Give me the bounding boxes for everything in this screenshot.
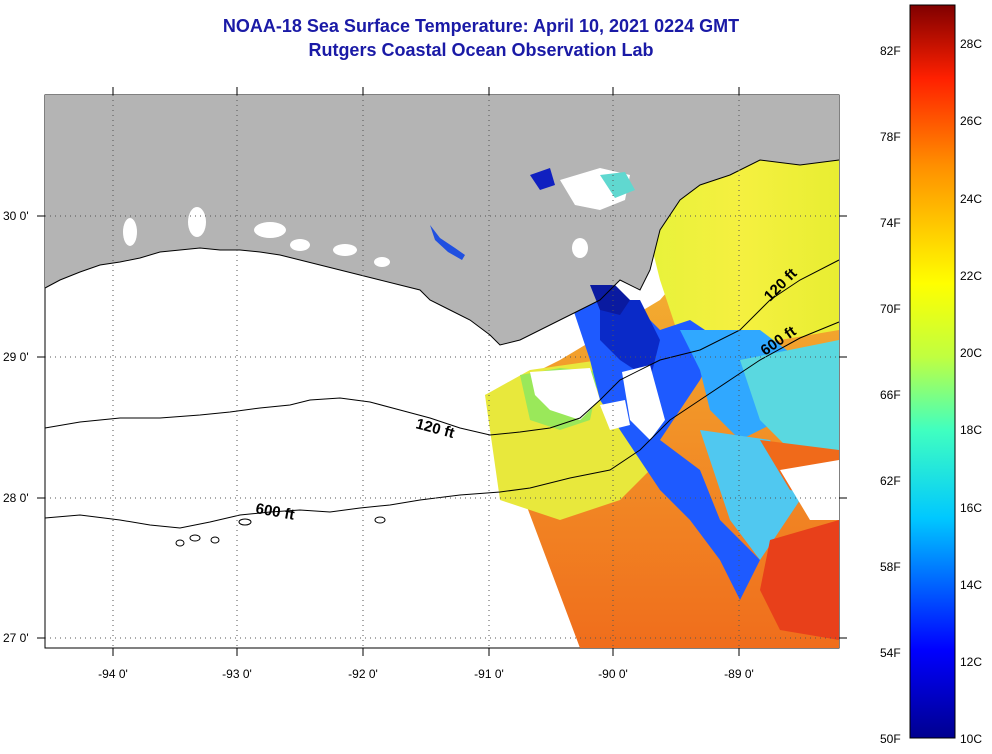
cbar-c-18: 18C <box>960 423 982 437</box>
lat-label-30: 30 0' <box>3 209 29 223</box>
cbar-f-50: 50F <box>880 732 901 746</box>
cbar-f-74: 74F <box>880 216 901 230</box>
graticule <box>45 95 839 648</box>
sst-hot-patch <box>760 520 839 640</box>
frame-ticks <box>37 87 847 656</box>
map-title: NOAA-18 Sea Surface Temperature: April 1… <box>222 16 740 36</box>
cbar-c-10: 10C <box>960 732 982 746</box>
contour-label-600-west: 600 ft <box>254 500 296 524</box>
color-bar <box>909 4 956 739</box>
lon-label-90: -90 0' <box>598 667 628 681</box>
lat-label-29: 29 0' <box>3 350 29 364</box>
cbar-c-28: 28C <box>960 37 982 51</box>
isobath-120ft <box>44 259 840 436</box>
cbar-f-70: 70F <box>880 302 901 316</box>
lake-cold-patch <box>530 168 555 190</box>
lake-7 <box>572 238 588 258</box>
cbar-c-26: 26C <box>960 114 982 128</box>
lat-label-28: 28 0' <box>3 491 29 505</box>
lon-label-91: -91 0' <box>474 667 504 681</box>
land-mass <box>45 95 839 345</box>
lake-sst-patch <box>600 172 635 198</box>
cbar-f-78: 78F <box>880 130 901 144</box>
lake-1 <box>123 218 137 246</box>
cbar-f-58: 58F <box>880 560 901 574</box>
lon-label-93: -93 0' <box>222 667 252 681</box>
islet-5 <box>374 516 386 524</box>
lon-label-94: -94 0' <box>98 667 128 681</box>
sst-aqua-patch <box>740 340 839 460</box>
cbar-c-20: 20C <box>960 346 982 360</box>
cbar-f-82: 82F <box>880 44 901 58</box>
islet-4 <box>238 518 252 526</box>
lat-label-27: 27 0' <box>3 631 29 645</box>
cbar-f-54: 54F <box>880 646 901 660</box>
lake-5 <box>333 244 357 256</box>
cbar-c-14: 14C <box>960 578 982 592</box>
map-subtitle: Rutgers Coastal Ocean Observation Lab <box>308 40 654 60</box>
cbar-c-16: 16C <box>960 501 982 515</box>
lon-label-89: -89 0' <box>724 667 754 681</box>
lake-2 <box>188 207 206 237</box>
cloud-mask-2 <box>622 365 665 440</box>
lake-3 <box>254 222 286 238</box>
cloud-mask-1 <box>530 368 600 420</box>
cbar-c-24: 24C <box>960 192 982 206</box>
coastline <box>44 159 840 346</box>
delta-cold-patch <box>590 285 630 315</box>
lon-label-92: -92 0' <box>348 667 378 681</box>
cloud-mask-4 <box>600 400 630 430</box>
islet-2 <box>189 534 201 542</box>
islet-3 <box>210 536 220 544</box>
lake-6 <box>374 257 390 267</box>
bay-cold-patch <box>430 225 465 260</box>
islet-1 <box>175 539 185 547</box>
sst-cold-plume <box>570 290 760 600</box>
cbar-f-66: 66F <box>880 388 901 402</box>
cbar-f-62: 62F <box>880 474 901 488</box>
lake-4 <box>290 239 310 251</box>
cloud-mask-3 <box>780 460 839 520</box>
cbar-c-12: 12C <box>960 655 982 669</box>
cbar-c-22: 22C <box>960 269 982 283</box>
isobath-600ft <box>44 321 840 529</box>
sst-cold-core <box>600 300 660 380</box>
